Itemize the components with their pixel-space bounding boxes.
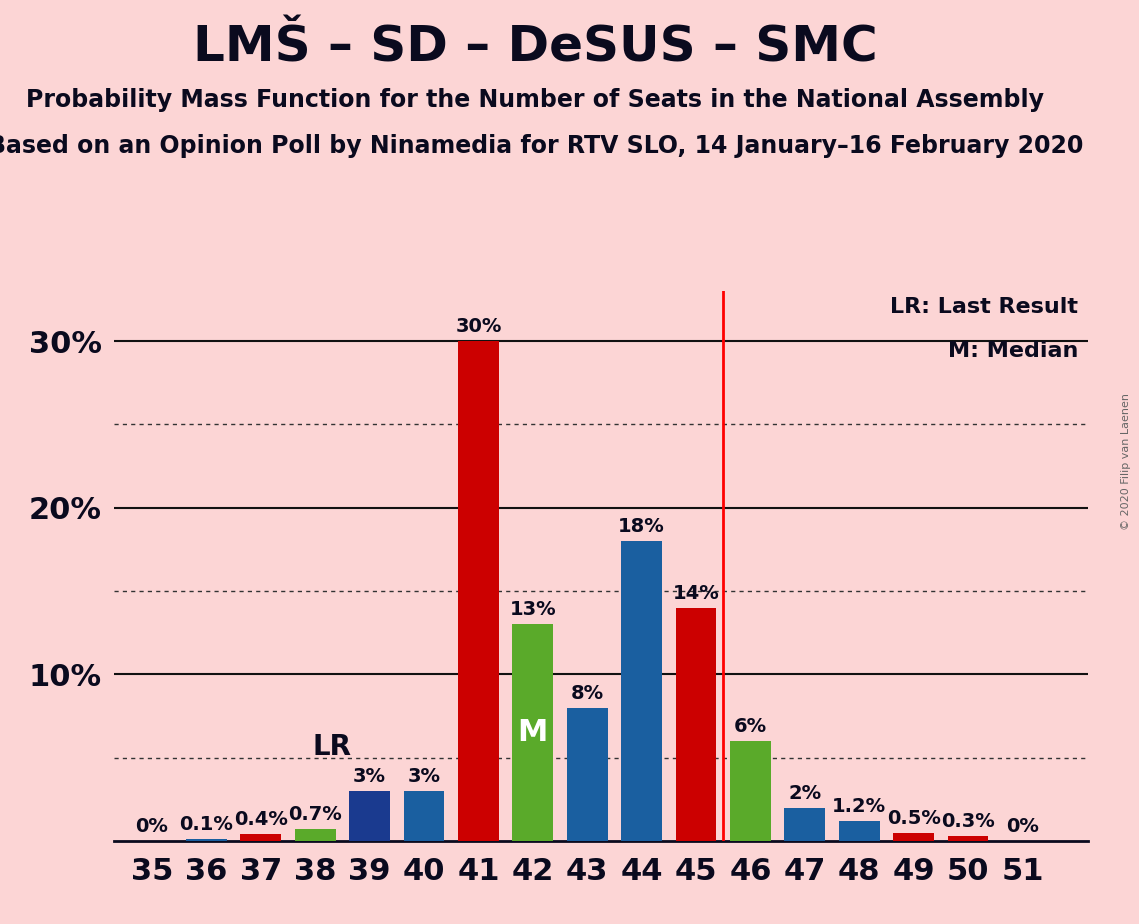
Bar: [838, 821, 879, 841]
Text: 6%: 6%: [734, 717, 767, 736]
Text: 0%: 0%: [1006, 817, 1039, 836]
Bar: [295, 829, 336, 841]
Bar: [675, 608, 716, 841]
Bar: [567, 708, 607, 841]
Text: 0.1%: 0.1%: [180, 815, 233, 834]
Text: M: M: [517, 718, 548, 747]
Bar: [893, 833, 934, 841]
Bar: [458, 341, 499, 841]
Text: LR: LR: [312, 733, 351, 760]
Text: 3%: 3%: [353, 767, 386, 785]
Text: LR: Last Result: LR: Last Result: [890, 297, 1077, 317]
Bar: [621, 541, 662, 841]
Text: 0.4%: 0.4%: [233, 810, 288, 829]
Text: 0.7%: 0.7%: [288, 805, 342, 824]
Text: 8%: 8%: [571, 684, 604, 702]
Bar: [350, 791, 390, 841]
Text: M: Median: M: Median: [948, 341, 1077, 360]
Text: © 2020 Filip van Laenen: © 2020 Filip van Laenen: [1121, 394, 1131, 530]
Text: 30%: 30%: [456, 317, 501, 336]
Bar: [240, 834, 281, 841]
Bar: [948, 836, 989, 841]
Text: 1.2%: 1.2%: [833, 796, 886, 816]
Text: 0.5%: 0.5%: [887, 808, 941, 828]
Bar: [730, 741, 771, 841]
Bar: [186, 839, 227, 841]
Bar: [403, 791, 444, 841]
Text: 13%: 13%: [509, 601, 556, 619]
Text: 14%: 14%: [673, 584, 720, 602]
Text: 3%: 3%: [408, 767, 441, 785]
Text: 0.3%: 0.3%: [941, 812, 995, 831]
Text: LMŠ – SD – DeSUS – SMC: LMŠ – SD – DeSUS – SMC: [192, 23, 878, 71]
Text: Based on an Opinion Poll by Ninamedia for RTV SLO, 14 January–16 February 2020: Based on an Opinion Poll by Ninamedia fo…: [0, 134, 1083, 158]
Bar: [513, 625, 554, 841]
Text: 18%: 18%: [618, 517, 665, 536]
Text: 2%: 2%: [788, 784, 821, 803]
Text: Probability Mass Function for the Number of Seats in the National Assembly: Probability Mass Function for the Number…: [26, 88, 1044, 112]
Text: 0%: 0%: [136, 817, 169, 836]
Bar: [785, 808, 826, 841]
